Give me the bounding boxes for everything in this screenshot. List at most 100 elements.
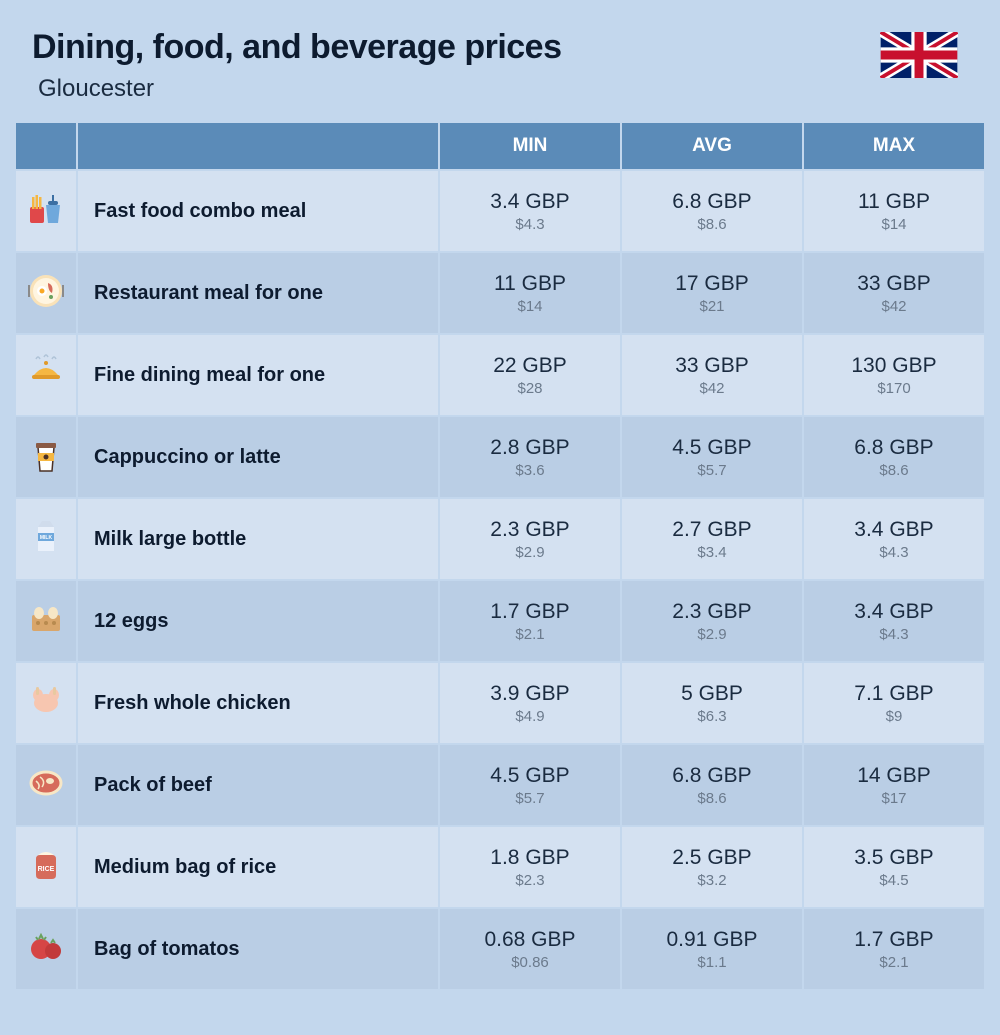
avg-gbp: 0.91 GBP (632, 927, 792, 952)
page-title: Dining, food, and beverage prices (32, 28, 562, 67)
min-gbp: 4.5 GBP (450, 763, 610, 788)
finedining-icon (16, 335, 76, 415)
item-label: 12 eggs (78, 581, 438, 661)
header-min: MIN (440, 123, 620, 169)
min-usd: $3.6 (450, 462, 610, 479)
avg-gbp: 2.5 GBP (632, 845, 792, 870)
milk-icon (16, 499, 76, 579)
max-cell: 6.8 GBP $8.6 (804, 417, 984, 497)
min-usd: $28 (450, 380, 610, 397)
min-usd: $2.3 (450, 872, 610, 889)
table-row: Cappuccino or latte 2.8 GBP $3.6 4.5 GBP$5.… (16, 417, 984, 497)
min-gbp: 1.7 GBP (450, 599, 610, 624)
chicken-icon (16, 663, 76, 743)
item-label: Medium bag of rice (78, 827, 438, 907)
max-cell: 33 GBP$42 (804, 253, 984, 333)
max-gbp: 130 GBP (814, 353, 974, 378)
table-row: Fine dining meal for one22 GBP$28 33 GBP $… (16, 335, 984, 415)
min-cell: 2.3 GBP$2.9 (440, 499, 620, 579)
min-cell: 22 GBP$28 (440, 335, 620, 415)
max-cell: 3.5 GBP$4.5 (804, 827, 984, 907)
min-gbp: 3.9 GBP (450, 681, 610, 706)
table-row: Pack of beef4.5 GBP$5.76.8 GBP$8.614 GBP… (16, 745, 984, 825)
avg-usd: $21 (632, 298, 792, 315)
min-usd: $0.86 (450, 954, 610, 971)
min-cell: 11 GBP$14 (440, 253, 620, 333)
item-label: Fine dining meal for one (78, 335, 438, 415)
min-cell: 4.5 GBP$5.7 (440, 745, 620, 825)
avg-usd: $2.9 (632, 626, 792, 643)
max-usd: $4.3 (814, 544, 974, 561)
min-cell: 0.68 GBP $0.86 (440, 909, 620, 989)
max-usd: $8.6 (814, 462, 974, 479)
max-usd: $2.1 (814, 954, 974, 971)
min-usd: $4.9 (450, 708, 610, 725)
table-body: Fast food combo meal 3.4 GBP $4.3 6.8 GBP $8… (16, 171, 984, 989)
item-label: Bag of tomatos (78, 909, 438, 989)
avg-gbp: 17 GBP (632, 271, 792, 296)
table-header: MIN AVG MAX (16, 123, 984, 169)
max-gbp: 3.5 GBP (814, 845, 974, 870)
max-gbp: 6.8 GBP (814, 435, 974, 460)
avg-usd: $1.1 (632, 954, 792, 971)
min-gbp: 2.8 GBP (450, 435, 610, 460)
item-label: Cappuccino or latte (78, 417, 438, 497)
max-gbp: 14 GBP (814, 763, 974, 788)
tomato-icon (16, 909, 76, 989)
max-cell: 14 GBP $17 (804, 745, 984, 825)
title-block: Dining, food, and beverage prices Glouce… (32, 28, 562, 103)
avg-cell: 2.3 GBP $2.9 (622, 581, 802, 661)
max-cell: 3.4 GBP $4.3 (804, 499, 984, 579)
max-gbp: 33 GBP (814, 271, 974, 296)
max-gbp: 11 GBP (814, 189, 974, 214)
min-gbp: 2.3 GBP (450, 517, 610, 542)
min-gbp: 0.68 GBP (450, 927, 610, 952)
avg-usd: $6.3 (632, 708, 792, 725)
avg-usd: $42 (632, 380, 792, 397)
max-usd: $4.3 (814, 626, 974, 643)
coffee-icon (16, 417, 76, 497)
table-row: Bag of tomatos 0.68 GBP $0.86 0.91 GBP $1.1 1… (16, 909, 984, 989)
max-cell: 3.4 GBP $4.3 (804, 581, 984, 661)
table-row: 12 eggs1.7 GBP$2.1 2.3 GBP $2.9 3.4 GBP $4.3 (16, 581, 984, 661)
max-usd: $17 (814, 790, 974, 807)
max-usd: $9 (814, 708, 974, 725)
uk-flag-icon (880, 32, 958, 78)
avg-gbp: 6.8 GBP (632, 763, 792, 788)
item-label: Fast food combo meal (78, 171, 438, 251)
max-gbp: 7.1 GBP (814, 681, 974, 706)
avg-gbp: 33 GBP (632, 353, 792, 378)
min-gbp: 11 GBP (450, 271, 610, 296)
beef-icon (16, 745, 76, 825)
avg-cell: 4.5 GBP$5.7 (622, 417, 802, 497)
avg-gbp: 6.8 GBP (632, 189, 792, 214)
rice-icon (16, 827, 76, 907)
avg-usd: $3.2 (632, 872, 792, 889)
item-label: Pack of beef (78, 745, 438, 825)
avg-gbp: 2.7 GBP (632, 517, 792, 542)
price-table: MIN AVG MAX Fast food combo meal 3.4 GBP $… (14, 121, 986, 991)
avg-gbp: 5 GBP (632, 681, 792, 706)
min-cell: 2.8 GBP $3.6 (440, 417, 620, 497)
avg-cell: 6.8 GBP$8.6 (622, 745, 802, 825)
avg-cell: 6.8 GBP$8.6 (622, 171, 802, 251)
max-gbp: 3.4 GBP (814, 517, 974, 542)
avg-cell: 2.5 GBP $3.2 (622, 827, 802, 907)
eggs-icon (16, 581, 76, 661)
min-cell: 1.7 GBP$2.1 (440, 581, 620, 661)
price-table-container: Dining, food, and beverage prices Glouce… (0, 0, 1000, 1005)
table-row: Medium bag of rice1.8 GBP$2.3 2.5 GBP $3.2… (16, 827, 984, 907)
item-label: Restaurant meal for one (78, 253, 438, 333)
max-gbp: 3.4 GBP (814, 599, 974, 624)
item-label: Milk large bottle (78, 499, 438, 579)
table-row: Fast food combo meal3.4 GBP$4.36.8 GBP$8… (16, 171, 984, 251)
avg-cell: 5 GBP $6.3 (622, 663, 802, 743)
avg-gbp: 2.3 GBP (632, 599, 792, 624)
max-cell: 1.7 GBP $2.1 (804, 909, 984, 989)
max-gbp: 1.7 GBP (814, 927, 974, 952)
avg-cell: 0.91 GBP $1.1 (622, 909, 802, 989)
header-label-col (78, 123, 438, 169)
header-avg: AVG (622, 123, 802, 169)
avg-usd: $5.7 (632, 462, 792, 479)
min-cell: 1.8 GBP$2.3 (440, 827, 620, 907)
